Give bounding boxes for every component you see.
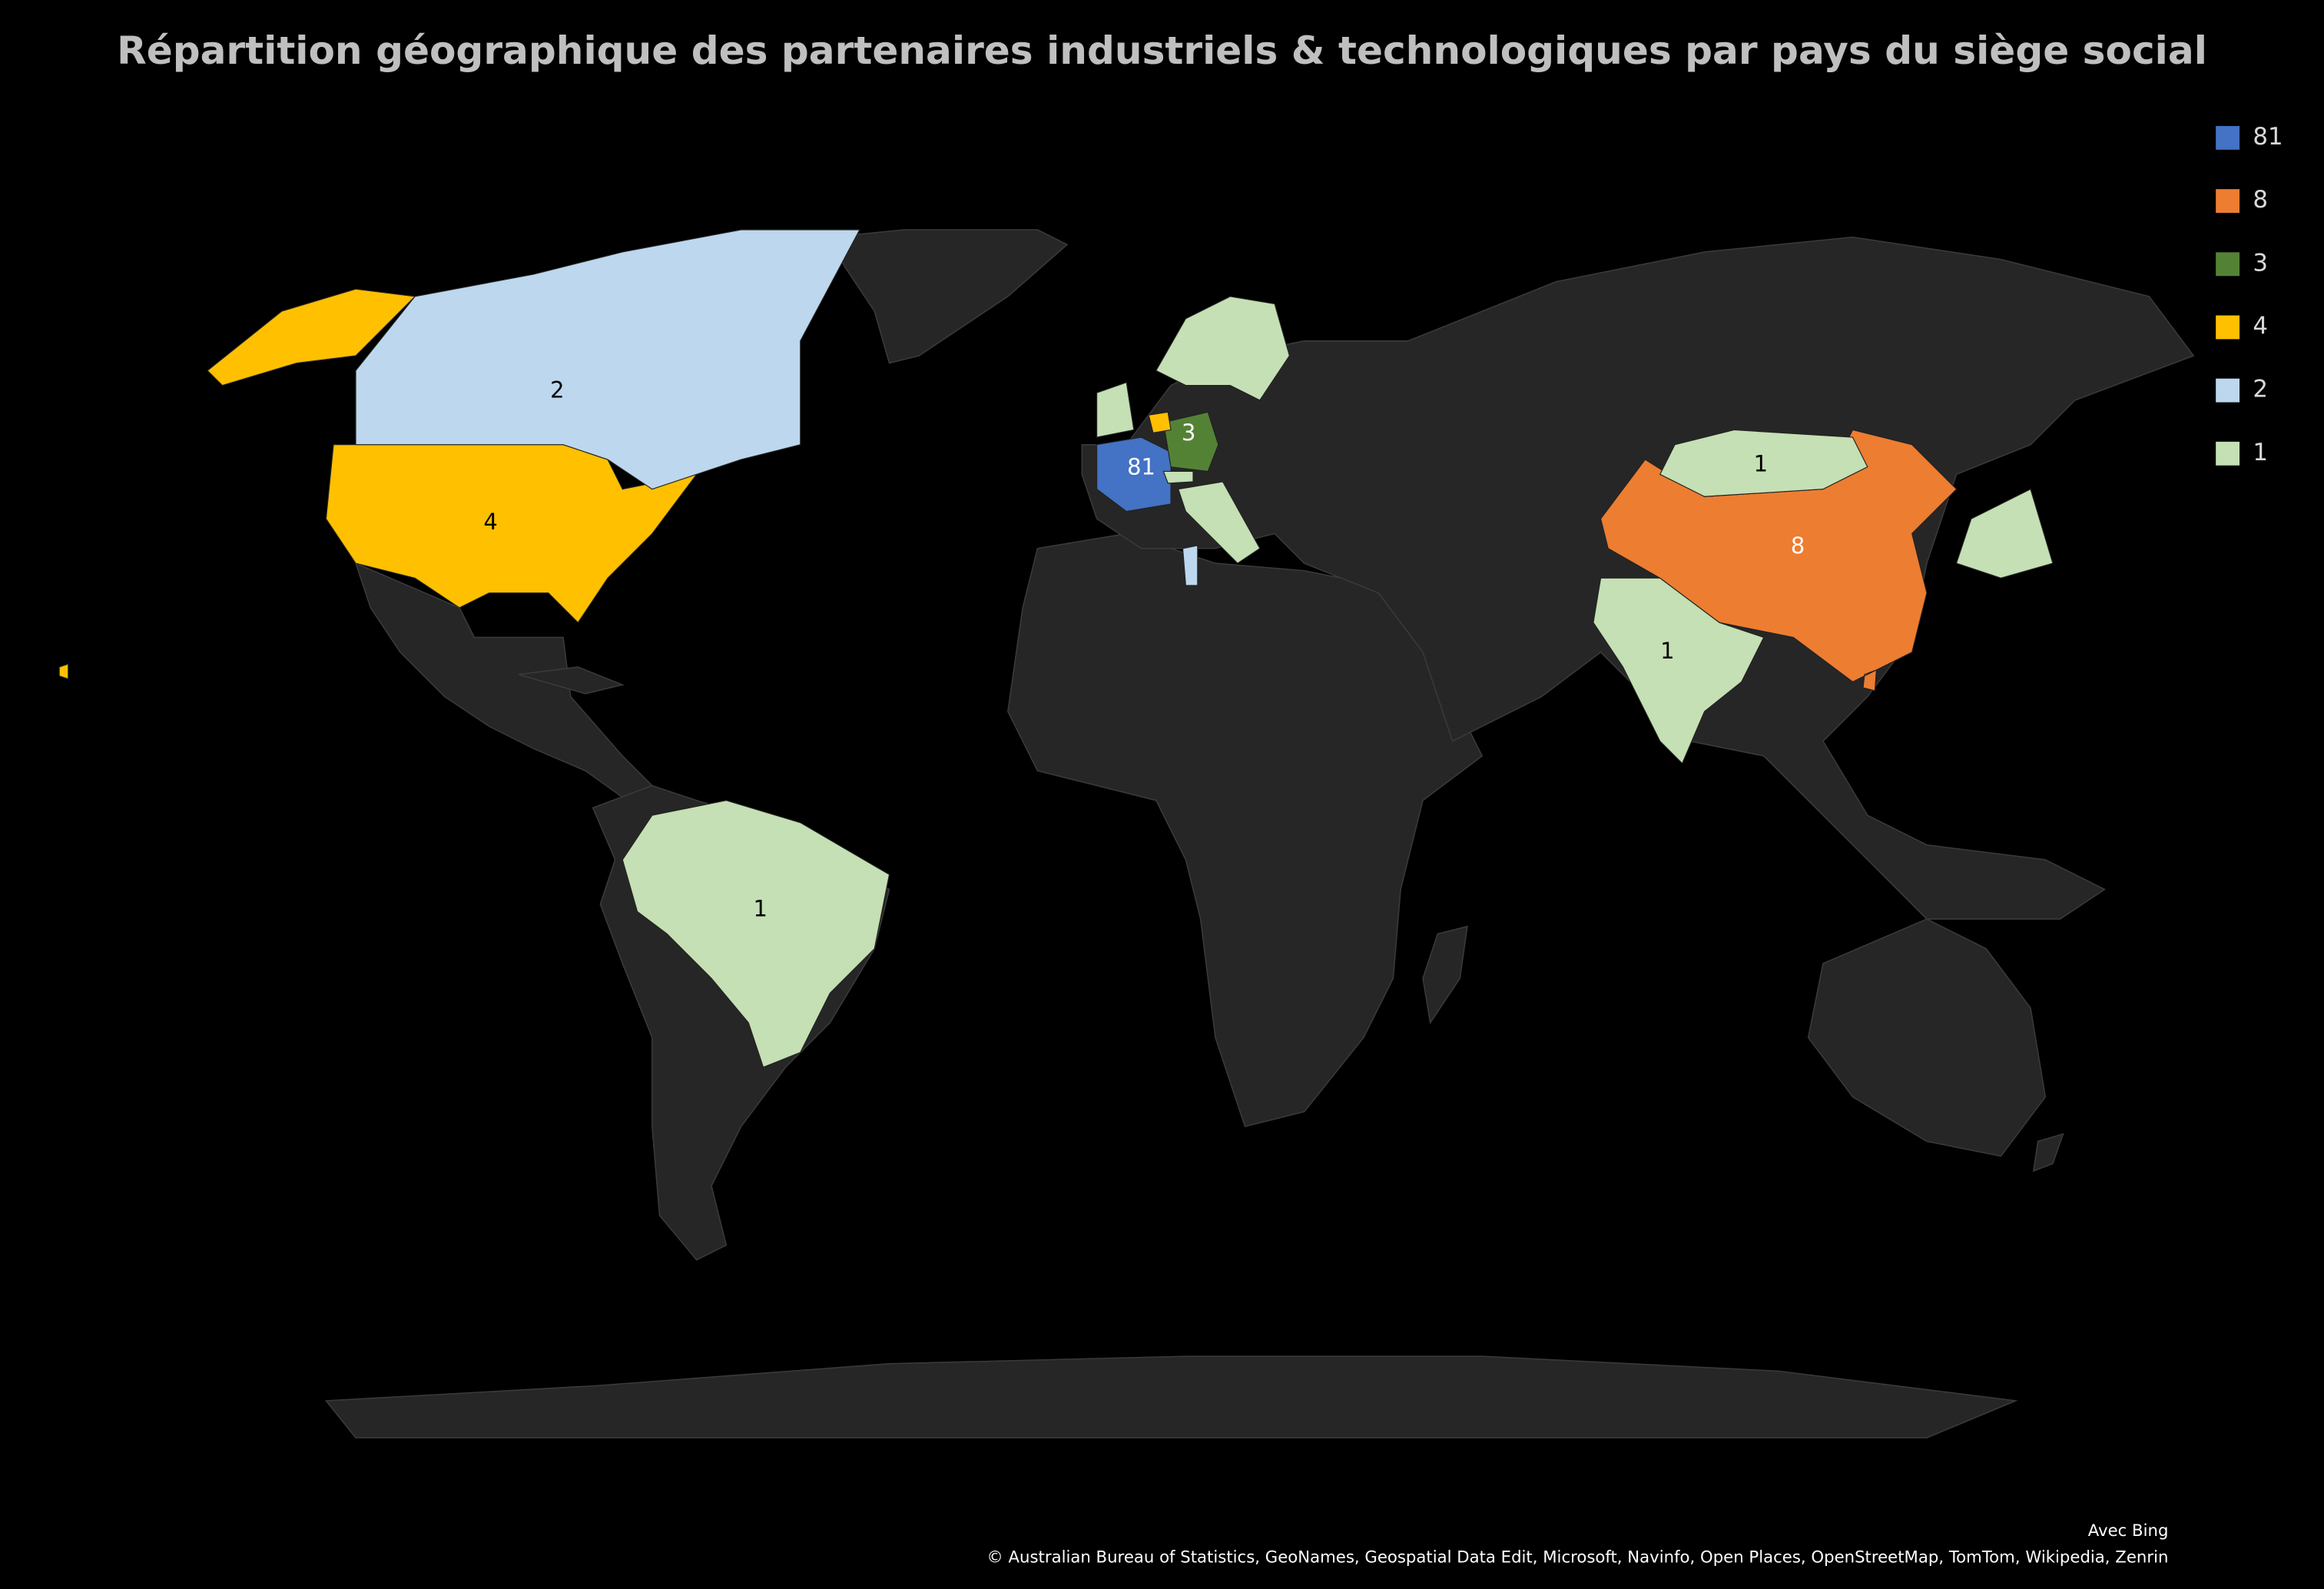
landmass bbox=[1807, 918, 2047, 1157]
region bbox=[1177, 481, 1261, 564]
region-labels: 81 8 3 4 2 1 1 1 bbox=[483, 377, 1805, 921]
legend-swatch bbox=[2216, 378, 2240, 403]
region bbox=[1162, 470, 1194, 484]
legend-swatch bbox=[2216, 125, 2240, 150]
landmass bbox=[1422, 925, 1468, 1025]
region bbox=[1182, 545, 1198, 586]
region bbox=[622, 800, 890, 1068]
attribution: Avec Bing bbox=[2088, 1521, 2169, 1541]
legend-label: 4 bbox=[2253, 312, 2268, 340]
legend-label: 2 bbox=[2253, 376, 2268, 403]
region-label: 81 bbox=[1127, 454, 1155, 480]
landmass bbox=[519, 666, 625, 695]
region bbox=[1162, 411, 1219, 473]
legend-swatch bbox=[2216, 315, 2240, 340]
region bbox=[1593, 577, 1765, 765]
region bbox=[1659, 429, 1868, 497]
region-label: 1 bbox=[753, 895, 767, 921]
region-label: 1 bbox=[1754, 451, 1768, 477]
region bbox=[1096, 381, 1135, 438]
legend-label: 1 bbox=[2253, 439, 2268, 466]
region-label: 8 bbox=[1791, 532, 1805, 559]
region-label: 1 bbox=[1660, 638, 1674, 664]
legend-swatch bbox=[2216, 189, 2240, 214]
legend-label: 3 bbox=[2253, 249, 2268, 277]
region bbox=[58, 288, 698, 680]
landmass bbox=[829, 229, 1069, 364]
region bbox=[1148, 411, 1172, 433]
region bbox=[1955, 488, 2054, 579]
region-label: 4 bbox=[483, 509, 497, 535]
landmass bbox=[2032, 1133, 2064, 1173]
legend-label: 8 bbox=[2253, 186, 2268, 214]
region-label: 3 bbox=[1182, 420, 1195, 446]
legend-swatch bbox=[2216, 441, 2240, 466]
region-label: 2 bbox=[550, 377, 564, 403]
chart-title: Répartition géographique des partenaires… bbox=[117, 28, 2207, 73]
landmass bbox=[324, 1355, 2018, 1439]
legend: 81 8 3 4 2 1 bbox=[2216, 123, 2283, 466]
region bbox=[355, 229, 860, 490]
regions bbox=[58, 229, 2054, 1068]
region bbox=[1096, 436, 1172, 513]
attribution: © Australian Bureau of Statistics, GeoNa… bbox=[987, 1548, 2169, 1567]
legend-swatch bbox=[2216, 252, 2240, 277]
region bbox=[1155, 296, 1291, 401]
legend-label: 81 bbox=[2253, 123, 2283, 151]
